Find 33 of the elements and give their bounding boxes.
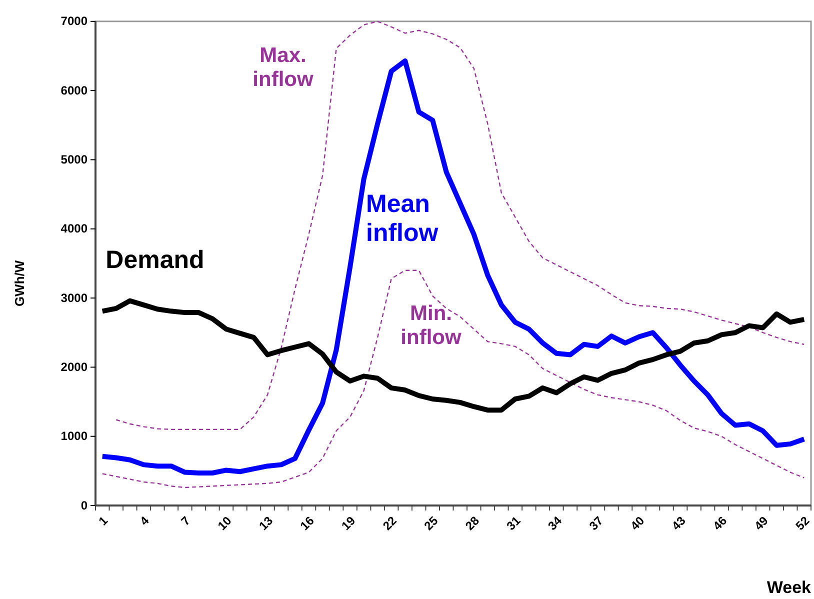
series-label: Min. inflow: [400, 302, 462, 350]
x-tick-label: 40: [628, 513, 648, 534]
x-tick-label: 7: [178, 513, 194, 528]
y-tick-label: 2000: [60, 360, 88, 374]
x-tick-label: 4: [137, 513, 152, 528]
x-tick-label: 10: [214, 513, 234, 534]
x-tick-label: 34: [545, 513, 565, 534]
series-label: Demand: [106, 246, 204, 274]
series-label: Mean inflow: [366, 190, 439, 247]
x-tick-label: 43: [669, 513, 689, 534]
x-tick-label: 13: [256, 513, 276, 534]
x-axis-title: Week: [766, 578, 812, 597]
y-tick-label: 6000: [60, 83, 88, 98]
x-tick-label: 22: [380, 513, 400, 534]
x-tick-label: 46: [710, 513, 730, 534]
y-axis-title: GWh/W: [12, 260, 27, 307]
x-tick-label: 1: [96, 513, 111, 528]
x-tick-label: 28: [462, 513, 482, 534]
line-series: [102, 270, 805, 488]
y-tick-label: 3000: [60, 290, 88, 305]
x-tick-label: 31: [504, 513, 524, 534]
x-tick-label: 37: [586, 513, 606, 534]
y-tick-label: 1000: [60, 429, 88, 444]
series-label: Max. inflow: [252, 44, 314, 92]
y-tick-label: 0: [80, 498, 88, 512]
y-tick-label: 4000: [60, 222, 88, 236]
x-tick-label: 49: [752, 513, 772, 534]
x-tick-label: 16: [297, 513, 318, 534]
y-tick-label: 5000: [60, 152, 88, 167]
x-tick-label: 25: [421, 513, 441, 534]
y-tick-label: 7000: [60, 14, 88, 28]
x-tick-label: 52: [792, 513, 812, 534]
x-tick-label: 19: [338, 513, 358, 534]
